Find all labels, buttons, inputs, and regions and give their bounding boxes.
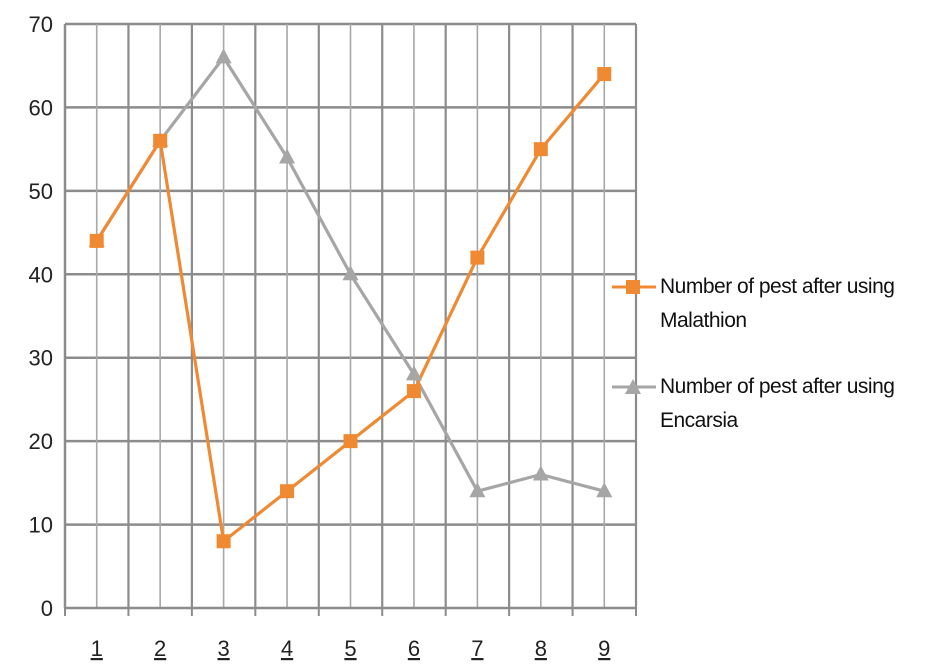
data-point-encarsia <box>215 48 232 64</box>
legend-label-encarsia: Number of pest after using Encarsia <box>660 375 895 432</box>
y-tick-label: 60 <box>29 95 53 120</box>
y-tick-label: 30 <box>29 346 53 371</box>
series-group <box>88 48 613 549</box>
legend-item-malathion: Number of pest after using Malathion <box>610 270 950 370</box>
x-tick-label: 7 <box>471 636 483 661</box>
data-point-malathion <box>470 250 485 265</box>
legend-label-malathion: Number of pest after using Malathion <box>660 275 895 332</box>
legend-item-encarsia: Number of pest after using Encarsia <box>610 370 950 470</box>
y-tick-label: 70 <box>29 12 53 37</box>
x-tick-label: 2 <box>154 636 166 661</box>
data-point-malathion <box>343 434 358 449</box>
data-point-malathion <box>89 233 104 248</box>
data-point-malathion <box>533 142 548 157</box>
data-point-encarsia <box>596 482 613 498</box>
legend-swatch-malathion <box>612 280 656 294</box>
legend: Number of pest after using Malathion Num… <box>610 270 950 470</box>
x-axis-ticks: 1 2 3 4 5 6 7 8 9 <box>91 636 611 661</box>
x-tick-label: 1 <box>91 636 103 661</box>
grid <box>65 22 638 608</box>
x-tick-label: 3 <box>217 636 229 661</box>
x-tick-label: 9 <box>598 636 610 661</box>
data-point-malathion <box>153 133 168 148</box>
x-tick-label: 5 <box>344 636 356 661</box>
y-axis-ticks: 0 10 20 30 40 50 60 70 <box>29 12 53 621</box>
y-tick-label: 20 <box>29 429 53 454</box>
data-point-encarsia <box>469 482 486 498</box>
y-tick-label: 40 <box>29 262 53 287</box>
data-point-encarsia <box>405 365 422 381</box>
data-point-malathion <box>597 67 612 82</box>
legend-swatch-encarsia <box>612 379 656 394</box>
data-point-encarsia <box>279 148 296 164</box>
data-point-malathion <box>280 484 295 499</box>
y-tick-label: 0 <box>41 596 53 621</box>
y-tick-label: 50 <box>29 179 53 204</box>
x-tick-label: 8 <box>535 636 547 661</box>
data-point-malathion <box>216 534 231 549</box>
x-tick-label: 4 <box>281 636 293 661</box>
data-point-malathion <box>406 384 421 399</box>
y-tick-label: 10 <box>29 513 53 538</box>
data-point-encarsia <box>342 265 359 281</box>
data-point-encarsia <box>532 465 549 481</box>
x-tick-label: 6 <box>408 636 420 661</box>
axes <box>63 24 637 616</box>
